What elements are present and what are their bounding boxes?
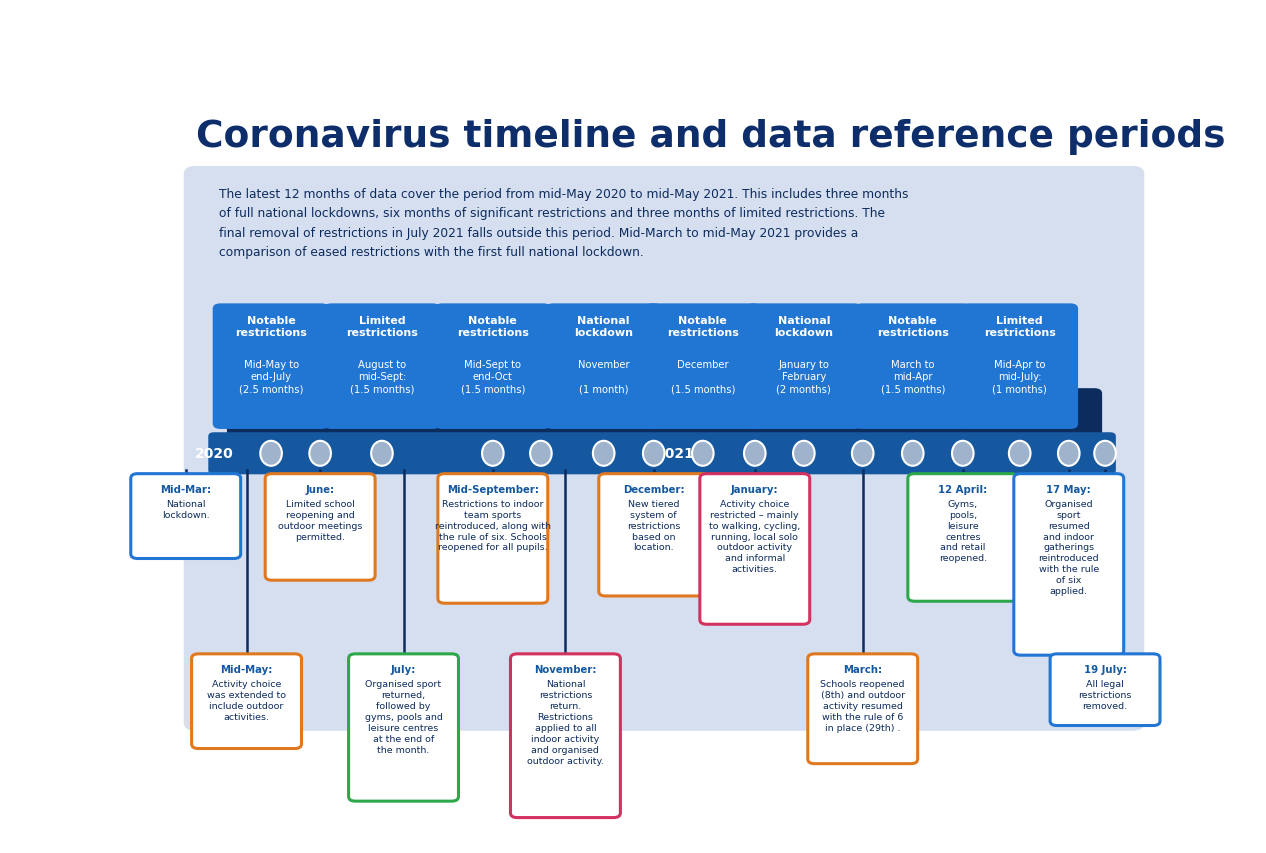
FancyBboxPatch shape <box>434 304 551 429</box>
Ellipse shape <box>530 441 552 467</box>
Text: January to
February
(2 months): January to February (2 months) <box>776 360 832 394</box>
FancyBboxPatch shape <box>438 474 548 604</box>
Text: January:: January: <box>730 484 779 494</box>
Text: 19 July:: 19 July: <box>1084 664 1127 674</box>
Ellipse shape <box>261 441 282 467</box>
Text: Mid-May:: Mid-May: <box>220 664 272 674</box>
Ellipse shape <box>1094 441 1115 467</box>
Text: National
lockdown.: National lockdown. <box>162 499 210 519</box>
Text: Gyms,
pools,
leisure
centres
and retail
reopened.: Gyms, pools, leisure centres and retail … <box>938 499 987 563</box>
Text: November:: November: <box>534 664 596 674</box>
Text: Notable
restrictions: Notable restrictions <box>877 316 948 338</box>
Text: March:: March: <box>843 664 882 674</box>
FancyBboxPatch shape <box>191 654 301 749</box>
FancyBboxPatch shape <box>855 304 971 429</box>
Text: New tiered
system of
restrictions
based on
location.: New tiered system of restrictions based … <box>627 499 680 552</box>
Text: Mid-Sept to
end-Oct
(1.5 months): Mid-Sept to end-Oct (1.5 months) <box>461 360 525 394</box>
Text: 2021: 2021 <box>656 447 695 461</box>
FancyBboxPatch shape <box>227 389 1103 438</box>
FancyBboxPatch shape <box>510 654 620 818</box>
FancyBboxPatch shape <box>700 474 810 624</box>
FancyBboxPatch shape <box>908 474 1018 601</box>
Ellipse shape <box>852 441 874 467</box>
Text: Notable
restrictions: Notable restrictions <box>667 316 739 338</box>
Ellipse shape <box>643 441 665 467</box>
FancyBboxPatch shape <box>209 432 1115 475</box>
Text: Coronavirus timeline and data reference periods: Coronavirus timeline and data reference … <box>195 119 1225 154</box>
FancyBboxPatch shape <box>265 474 375 581</box>
Text: Notable
restrictions: Notable restrictions <box>235 316 308 338</box>
Text: Restrictions to indoor
team sports
reintroduced, along with
the rule of six. Sch: Restrictions to indoor team sports reint… <box>434 499 551 552</box>
FancyBboxPatch shape <box>348 654 458 801</box>
Ellipse shape <box>901 441 924 467</box>
Text: The latest 12 months of data cover the period from mid-May 2020 to mid-May 2021.: The latest 12 months of data cover the p… <box>219 188 909 259</box>
Text: Mid-Apr to
mid-July:
(1 months): Mid-Apr to mid-July: (1 months) <box>993 360 1047 394</box>
Text: 2020: 2020 <box>195 447 233 461</box>
FancyBboxPatch shape <box>599 474 709 596</box>
Ellipse shape <box>1058 441 1080 467</box>
Text: Mid-September:: Mid-September: <box>447 484 539 494</box>
Text: Limited school
reopening and
outdoor meetings
permitted.: Limited school reopening and outdoor mee… <box>279 499 362 541</box>
Text: December:: December: <box>623 484 685 494</box>
FancyBboxPatch shape <box>1050 654 1160 726</box>
Text: March to
mid-Apr
(1.5 months): March to mid-Apr (1.5 months) <box>881 360 944 394</box>
Text: Mid-May 2020 to Mid-May 2021: Mid-May 2020 to Mid-May 2021 <box>261 407 481 421</box>
FancyBboxPatch shape <box>961 304 1079 429</box>
Ellipse shape <box>693 441 714 467</box>
Text: November

(1 month): November (1 month) <box>577 360 629 394</box>
Text: Organised sport
returned,
followed by
gyms, pools and
leisure centres
at the end: Organised sport returned, followed by gy… <box>365 679 443 754</box>
Text: Mid-May to
end-July
(2.5 months): Mid-May to end-July (2.5 months) <box>239 360 304 394</box>
FancyBboxPatch shape <box>1014 474 1124 655</box>
FancyBboxPatch shape <box>746 304 862 429</box>
Ellipse shape <box>793 441 814 467</box>
FancyBboxPatch shape <box>213 304 329 429</box>
Ellipse shape <box>482 441 504 467</box>
Text: July:: July: <box>391 664 417 674</box>
Text: August to
mid-Sept:
(1.5 months): August to mid-Sept: (1.5 months) <box>349 360 414 394</box>
Ellipse shape <box>592 441 614 467</box>
FancyBboxPatch shape <box>808 654 918 763</box>
Text: National
restrictions
return.
Restrictions
applied to all
indoor activity
and or: National restrictions return. Restrictio… <box>527 679 604 764</box>
Text: Activity choice
restricted – mainly
to walking, cycling,
running, local solo
out: Activity choice restricted – mainly to w… <box>709 499 800 574</box>
Ellipse shape <box>371 441 392 467</box>
Text: December

(1.5 months): December (1.5 months) <box>671 360 736 394</box>
FancyBboxPatch shape <box>130 474 241 559</box>
Text: Limited
restrictions: Limited restrictions <box>346 316 418 338</box>
Ellipse shape <box>309 441 330 467</box>
Ellipse shape <box>952 441 974 467</box>
Text: Limited
restrictions: Limited restrictions <box>984 316 1056 338</box>
Text: Activity choice
was extended to
include outdoor
activities.: Activity choice was extended to include … <box>208 679 286 721</box>
Text: 17 May:: 17 May: <box>1047 484 1091 494</box>
FancyBboxPatch shape <box>324 304 441 429</box>
Ellipse shape <box>744 441 766 467</box>
Text: National
lockdown: National lockdown <box>775 316 833 338</box>
Text: Notable
restrictions: Notable restrictions <box>457 316 529 338</box>
FancyBboxPatch shape <box>644 304 761 429</box>
Text: Mid-Mar:: Mid-Mar: <box>161 484 211 494</box>
Text: Schools reopened
(8th) and outdoor
activity resumed
with the rule of 6
in place : Schools reopened (8th) and outdoor activ… <box>820 679 905 732</box>
Text: June:: June: <box>305 484 334 494</box>
FancyBboxPatch shape <box>184 166 1144 731</box>
Text: National
lockdown: National lockdown <box>575 316 633 338</box>
Ellipse shape <box>1009 441 1031 467</box>
FancyBboxPatch shape <box>546 304 662 429</box>
Text: Organised
sport
resumed
and indoor
gatherings
reintroduced
with the rule
of six
: Organised sport resumed and indoor gathe… <box>1038 499 1099 595</box>
Text: 12 April:: 12 April: <box>938 484 987 494</box>
Text: All legal
restrictions
removed.: All legal restrictions removed. <box>1079 679 1132 710</box>
